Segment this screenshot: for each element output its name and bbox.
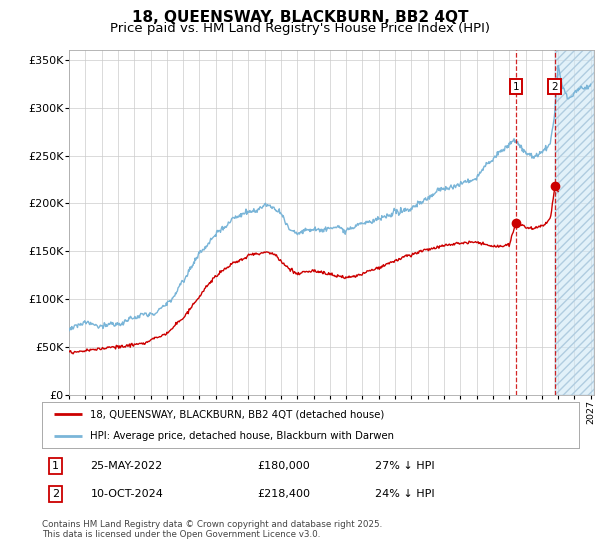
Text: 24% ↓ HPI: 24% ↓ HPI bbox=[375, 489, 434, 500]
Bar bbox=[555, 50, 594, 395]
Text: 2: 2 bbox=[52, 489, 59, 500]
Text: Contains HM Land Registry data © Crown copyright and database right 2025.
This d: Contains HM Land Registry data © Crown c… bbox=[42, 520, 382, 539]
Bar bbox=[555, 50, 594, 395]
Text: HPI: Average price, detached house, Blackburn with Darwen: HPI: Average price, detached house, Blac… bbox=[91, 431, 394, 441]
Text: Price paid vs. HM Land Registry's House Price Index (HPI): Price paid vs. HM Land Registry's House … bbox=[110, 22, 490, 35]
Text: 10-OCT-2024: 10-OCT-2024 bbox=[91, 489, 163, 500]
Text: 18, QUEENSWAY, BLACKBURN, BB2 4QT (detached house): 18, QUEENSWAY, BLACKBURN, BB2 4QT (detac… bbox=[91, 409, 385, 419]
Text: £180,000: £180,000 bbox=[257, 461, 310, 471]
Text: 25-MAY-2022: 25-MAY-2022 bbox=[91, 461, 163, 471]
Text: £218,400: £218,400 bbox=[257, 489, 310, 500]
Text: 2: 2 bbox=[551, 82, 558, 92]
Text: 1: 1 bbox=[52, 461, 59, 471]
Text: 18, QUEENSWAY, BLACKBURN, BB2 4QT: 18, QUEENSWAY, BLACKBURN, BB2 4QT bbox=[132, 10, 468, 25]
Text: 27% ↓ HPI: 27% ↓ HPI bbox=[375, 461, 434, 471]
Text: 1: 1 bbox=[512, 82, 519, 92]
